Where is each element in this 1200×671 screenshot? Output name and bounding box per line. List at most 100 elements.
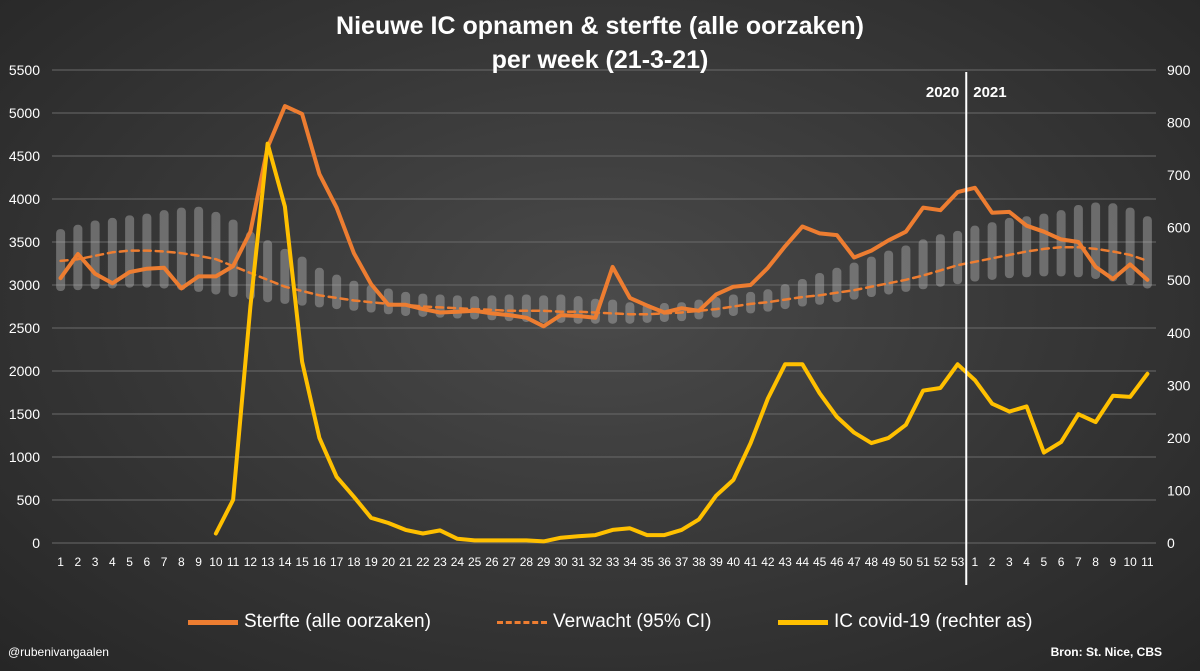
x-tick-label-56: 4 [1023,555,1030,569]
x-tick-label-46: 47 [847,555,861,569]
chart-title: Nieuwe IC opnamen & sterfte (alle oorzak… [336,12,864,40]
ci-bar-55 [1004,217,1014,279]
legend-item-verwacht: Verwacht (95% CI) [497,606,711,638]
x-tick-label-30: 31 [571,555,585,569]
x-tick-label-57: 5 [1041,555,1048,569]
ci-bar-1 [73,224,83,291]
x-tick-label-59: 7 [1075,555,1082,569]
legend-label-verwacht: Verwacht (95% CI) [553,611,712,632]
ci-bar-40 [746,291,756,314]
x-tick-label-55: 3 [1006,555,1013,569]
left-tick-label-11: 5500 [9,62,40,78]
ci-bar-17 [349,280,359,311]
x-tick-label-9: 10 [209,555,223,569]
x-tick-label-42: 43 [778,555,792,569]
left-tick-label-7: 3500 [9,234,40,250]
confidence-interval-bars [56,202,1152,324]
legend-swatch-ic [778,619,828,625]
ci-bar-32 [608,299,618,324]
ci-bar-57 [1039,213,1049,277]
series-line-verwacht [59,245,1149,316]
left-tick-label-9: 4500 [9,148,40,164]
ci-bar-54 [987,222,997,280]
left-tick-label-5: 2500 [9,320,40,336]
ci-bar-13 [280,248,290,304]
x-tick-label-26: 27 [502,555,516,569]
x-tick-label-49: 50 [899,555,913,569]
x-tick-label-29: 30 [554,555,568,569]
left-tick-label-6: 3000 [9,277,40,293]
ci-bar-7 [176,207,186,291]
x-tick-label-16: 17 [330,555,344,569]
x-tick-label-25: 26 [485,555,499,569]
x-tick-label-18: 19 [364,555,378,569]
year-divider: 2020 2021 [926,72,1007,585]
right-tick-label-6: 600 [1167,220,1191,236]
x-tick-label-50: 51 [916,555,930,569]
left-tick-label-8: 4000 [9,191,40,207]
right-tick-label-1: 100 [1167,482,1191,498]
ci-bar-49 [901,245,911,292]
x-tick-label-14: 15 [295,555,309,569]
legend-swatch-verwacht [497,620,547,624]
legend-label-sterfte: Sterfte (alle oorzaken) [244,611,431,632]
ci-bar-9 [211,211,221,295]
x-tick-label-33: 34 [623,555,637,569]
ci-bar-52 [953,230,963,285]
x-tick-label-2: 3 [92,555,99,569]
series-line-sterfte [58,104,1150,329]
ci-bar-46 [849,262,859,300]
x-tick-label-21: 22 [416,555,430,569]
author-handle: @rubenivangaalen [8,645,109,659]
x-tick-label-3: 4 [109,555,116,569]
ci-bar-27 [521,294,531,322]
x-tick-label-11: 12 [244,555,258,569]
right-tick-label-7: 700 [1167,167,1191,183]
x-tick-label-4: 5 [126,555,133,569]
ci-bar-47 [866,256,876,298]
x-tick-label-20: 21 [399,555,413,569]
series-line-ic [213,141,1150,544]
series-lines [58,104,1150,544]
x-tick-label-23: 24 [451,555,465,569]
ci-bar-6 [159,210,169,289]
ci-bar-53 [970,225,980,282]
x-tick-label-35: 36 [658,555,672,569]
x-tick-label-6: 7 [161,555,168,569]
x-tick-label-34: 35 [640,555,654,569]
x-tick-label-10: 11 [227,555,240,569]
x-tick-label-41: 42 [761,555,775,569]
ci-bar-18 [366,285,376,313]
ci-bar-63 [1142,216,1152,289]
x-tick-label-5: 6 [144,555,151,569]
x-tick-label-40: 41 [744,555,758,569]
legend-item-sterfte: Sterfte (alle oorzaken) [188,606,431,638]
ci-bar-28 [539,295,549,323]
ci-bar-50 [918,239,928,290]
x-tick-label-28: 29 [537,555,551,569]
x-tick-label-32: 33 [606,555,620,569]
x-tick-label-58: 6 [1058,555,1065,569]
x-tick-label-37: 38 [692,555,706,569]
source-credit: Bron: St. Nice, CBS [1050,645,1162,659]
x-tick-label-13: 14 [278,555,292,569]
left-tick-label-1: 500 [17,492,41,508]
x-tick-label-1: 2 [75,555,82,569]
right-tick-label-4: 400 [1167,325,1191,341]
ci-bar-45 [832,267,842,303]
x-tick-label-39: 40 [727,555,741,569]
x-tick-label-52: 53 [951,555,965,569]
right-tick-label-2: 200 [1167,430,1191,446]
right-axis-tick-labels: 0 100 200 300 400 500 600 700 800 900 [1167,62,1191,551]
x-tick-label-43: 44 [796,555,810,569]
x-tick-label-47: 48 [865,555,879,569]
x-tick-label-53: 1 [972,555,979,569]
left-tick-label-2: 1000 [9,449,40,465]
x-tick-label-63: 11 [1141,555,1154,569]
left-axis-tick-labels: 0 500 1000 1500 2000 2500 3000 3500 4000 4500 5000… [9,62,40,551]
ci-bar-56 [1022,216,1032,278]
x-tick-label-38: 39 [709,555,723,569]
x-tick-label-44: 45 [813,555,827,569]
x-tick-label-12: 13 [261,555,275,569]
